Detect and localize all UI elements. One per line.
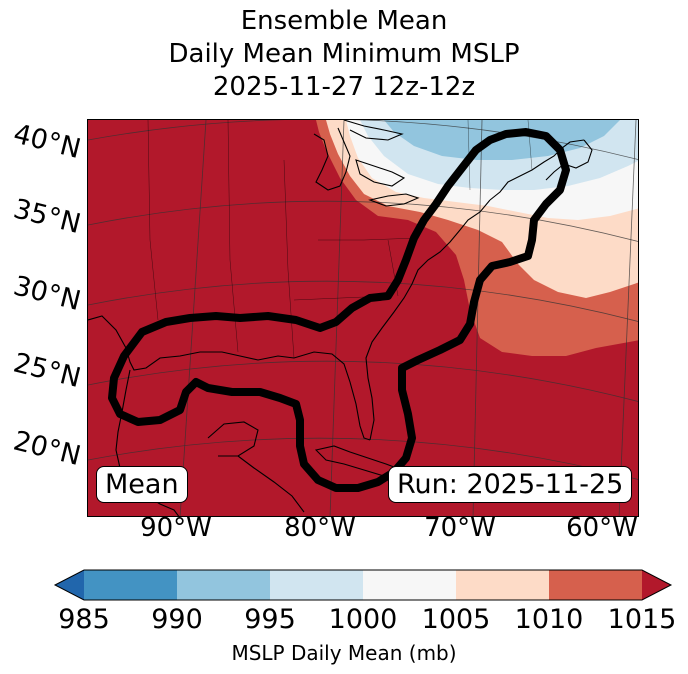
colorbar-tick-990: 990: [151, 604, 203, 635]
lat-label-20n: 20°N: [10, 425, 84, 473]
colorbar-segment-990-995: [177, 570, 270, 600]
colorbar-tick-1005: 1005: [421, 604, 491, 635]
colorbar-segment-995-1000: [270, 570, 363, 600]
run-date-box: Run: 2025-11-25: [388, 466, 633, 503]
title-line-1: Ensemble Mean: [240, 6, 448, 36]
map-panel: [87, 119, 639, 517]
latitude-gridlines: [88, 120, 638, 480]
colorbar-tick-1000: 1000: [328, 604, 398, 635]
colorbar-tick-1015: 1015: [607, 604, 677, 635]
colorbar: [53, 569, 673, 601]
lon-label-60w: 60°W: [566, 513, 638, 543]
lon-label-90w: 90°W: [140, 513, 212, 543]
lat-label-40n: 40°N: [10, 118, 84, 166]
colorbar-under-arrow: [55, 570, 84, 600]
colorbar-segment-1000-1005: [363, 570, 456, 600]
colorbar-segment-1005-1010: [456, 570, 549, 600]
mean-label-box: Mean: [96, 466, 188, 503]
colorbar-segment-985-990: [84, 570, 177, 600]
mslp-map: [88, 120, 638, 516]
title-line-2: Daily Mean Minimum MSLP: [168, 39, 520, 69]
black-contour-outline: [108, 128, 570, 492]
lat-label-30n: 30°N: [10, 270, 84, 318]
colorbar-tick-995: 995: [244, 604, 296, 635]
lat-label-35n: 35°N: [10, 193, 84, 241]
colorbar-segment-1010-1015: [549, 570, 642, 600]
lon-label-70w: 70°W: [424, 513, 496, 543]
colorbar-over-arrow: [642, 570, 671, 600]
colorbar-tick-985: 985: [58, 604, 110, 635]
colorbar-tick-1010: 1010: [514, 604, 584, 635]
lon-label-80w: 80°W: [284, 513, 356, 543]
colorbar-outline: [53, 569, 673, 601]
lat-label-25n: 25°N: [10, 347, 84, 395]
title-line-3: 2025-11-27 12z-12z: [212, 72, 476, 102]
colorbar-label: MSLP Daily Mean (mb): [231, 641, 457, 665]
